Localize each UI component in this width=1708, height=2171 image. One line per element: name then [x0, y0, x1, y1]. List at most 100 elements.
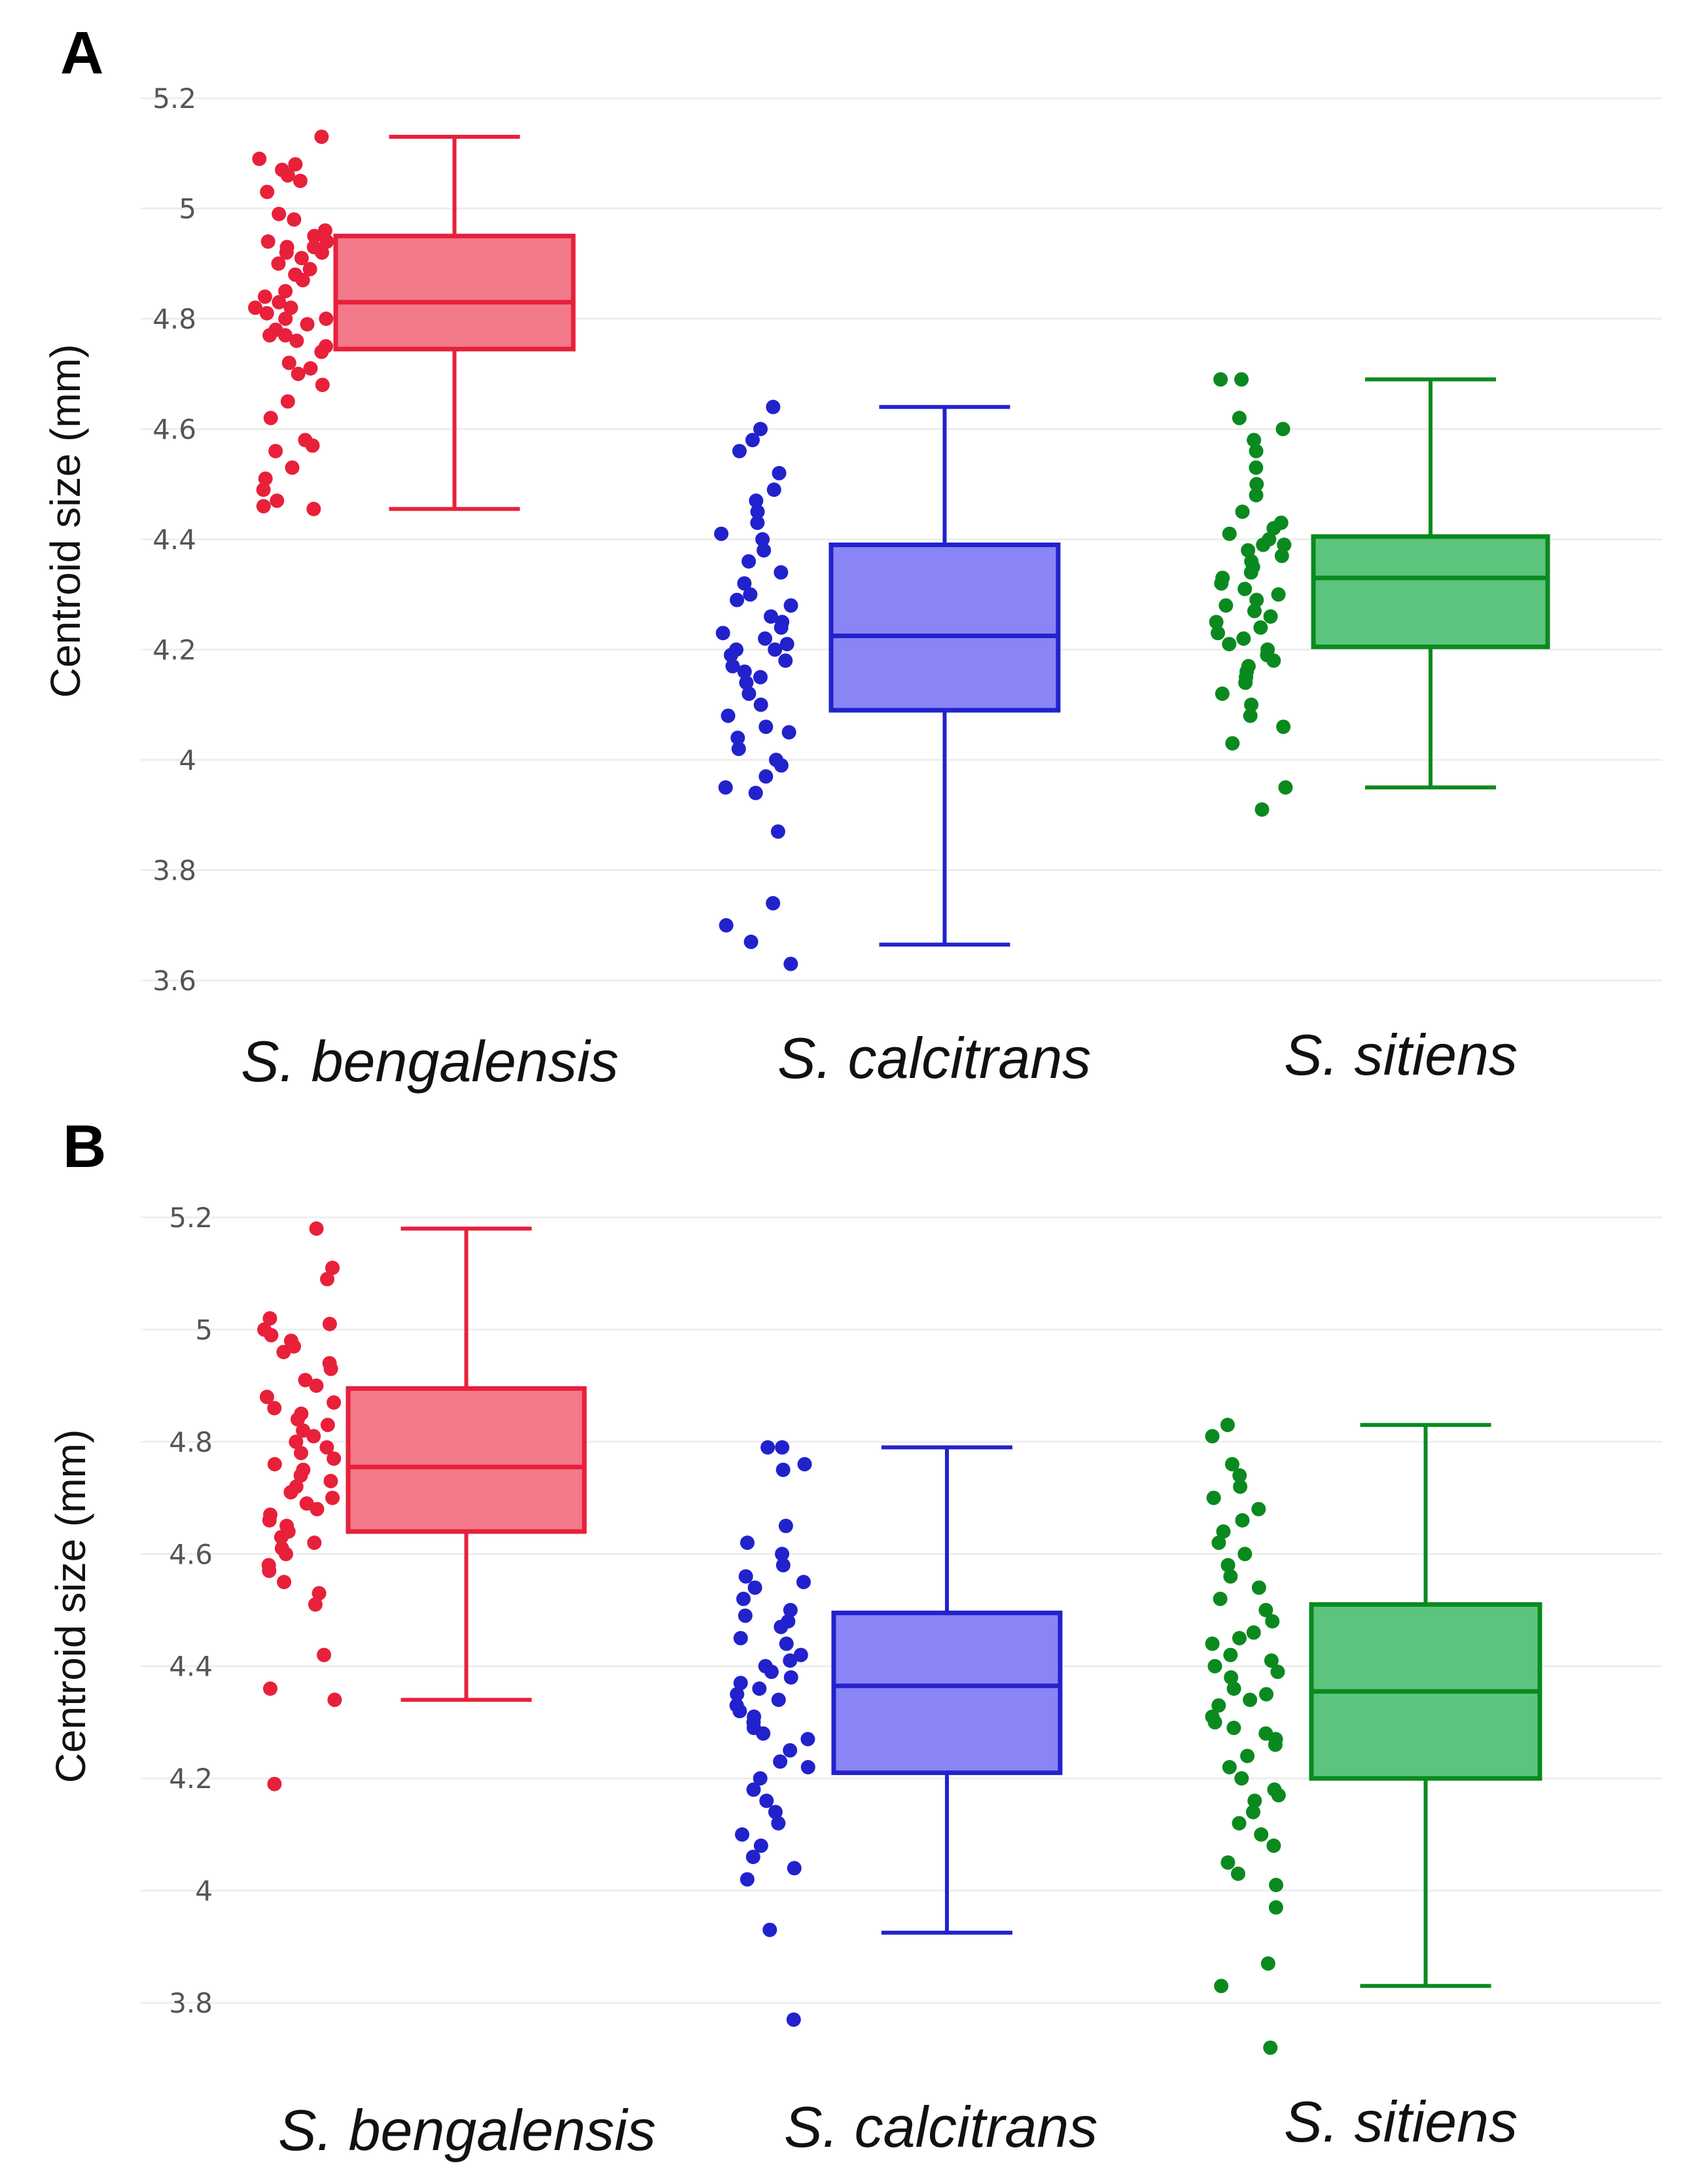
panel-b-point-sitiens — [1207, 1659, 1222, 1674]
panel-a-point-bengalensis — [257, 289, 272, 304]
panel-a-point-bengalensis — [278, 312, 293, 326]
panel-a-point-bengalensis — [303, 361, 318, 376]
panel-a-point-calcitrans — [745, 433, 760, 448]
panel-b-point-sitiens — [1268, 1900, 1283, 1915]
panel-b-point-bengalensis — [306, 1429, 321, 1444]
panel-a-letter: A — [60, 20, 103, 86]
panel-a-point-sitiens — [1222, 526, 1237, 541]
panel-b-point-bengalensis — [319, 1440, 334, 1455]
panel-b-point-sitiens — [1258, 1603, 1273, 1617]
panel-a-point-bengalensis — [258, 471, 273, 486]
panel-b-point-sitiens — [1246, 1625, 1261, 1640]
panel-b-point-bengalensis — [277, 1575, 292, 1590]
panel-b-point-sitiens — [1263, 2040, 1278, 2055]
panel-b-point-calcitrans — [775, 1462, 791, 1477]
panel-a-point-calcitrans — [753, 670, 768, 685]
panel-a-point-calcitrans — [731, 742, 746, 757]
panel-a-category-label-calcitrans: S. calcitrans — [777, 1026, 1091, 1090]
panel-a-point-calcitrans — [758, 719, 774, 734]
panel-b-point-sitiens — [1266, 1839, 1281, 1853]
panel-a-point-bengalensis — [256, 499, 271, 514]
panel-a-iqr-box-bengalensis — [333, 234, 576, 351]
panel-b-point-calcitrans — [733, 1630, 748, 1645]
panel-b-point-calcitrans — [786, 2012, 801, 2027]
panel-b-point-calcitrans — [773, 1754, 788, 1769]
panel-b-y-tick-label: 4.6 — [169, 1538, 213, 1570]
panel-a-point-calcitrans — [750, 515, 765, 530]
panel-a-point-calcitrans — [781, 725, 796, 740]
panel-b-category-labels: S. bengalensis S. calcitrans S. sitiens — [278, 2089, 1518, 2162]
panel-b-point-sitiens — [1224, 1670, 1239, 1685]
panel-a-point-bengalensis — [281, 355, 296, 370]
panel-a-point-calcitrans — [748, 785, 763, 800]
panel-b-point-sitiens — [1234, 1771, 1249, 1786]
panel-b-point-bengalensis — [278, 1547, 293, 1562]
panel-a-point-sitiens — [1278, 780, 1293, 795]
panel-a-point-sitiens — [1256, 537, 1271, 552]
panel-b-point-calcitrans — [739, 1872, 755, 1887]
panel-a-point-calcitrans — [774, 620, 789, 635]
panel-b-point-bengalensis — [320, 1272, 335, 1287]
panel-b-point-bengalensis — [307, 1535, 322, 1551]
panel-b-point-calcitrans — [783, 1743, 798, 1758]
panel-b-point-bengalensis — [267, 1457, 282, 1472]
panel-a-point-sitiens — [1209, 615, 1224, 630]
panel-b-point-sitiens — [1235, 1513, 1250, 1528]
panel-b-point-sitiens — [1254, 1827, 1269, 1842]
panel-b-y-tick-label: 4.4 — [169, 1651, 213, 1683]
panel-b-letter: B — [63, 1113, 106, 1180]
panel-b-point-calcitrans — [740, 1535, 755, 1551]
panel-a-point-bengalensis — [268, 444, 283, 459]
panel-b-point-sitiens — [1213, 1591, 1228, 1606]
panel-b-point-bengalensis — [274, 1530, 289, 1545]
panel-b-point-calcitrans — [800, 1732, 815, 1747]
panel-b-point-bengalensis — [327, 1395, 342, 1410]
panel-b-point-sitiens — [1232, 1468, 1247, 1483]
panel-b-category-label-bengalensis: S. bengalensis — [278, 2098, 656, 2162]
panel-b-point-bengalensis — [259, 1390, 274, 1405]
panel-a-point-bengalensis — [319, 234, 334, 249]
panel-b-point-calcitrans — [752, 1681, 767, 1696]
panel-b-point-bengalensis — [262, 1311, 277, 1326]
panel-b-point-calcitrans — [774, 1619, 789, 1634]
panel-a-point-calcitrans — [730, 730, 745, 745]
panel-b-point-sitiens — [1211, 1698, 1226, 1713]
panel-a-category-label-bengalensis: S. bengalensis — [241, 1029, 618, 1094]
panel-a-point-bengalensis — [319, 312, 334, 326]
panel-a-point-sitiens — [1215, 686, 1230, 701]
panel-a-point-bengalensis — [278, 283, 293, 298]
panel-a-category-label-sitiens: S. sitiens — [1284, 1022, 1518, 1087]
panel-a: A 3.6 3.8 4 4.2 4.4 4.6 4.8 5 5.2 Centroid size … — [42, 20, 1662, 1094]
panel-b-point-calcitrans — [768, 1804, 783, 1820]
panel-a-y-tick-label: 4.6 — [152, 414, 196, 446]
panel-a-point-calcitrans — [783, 598, 798, 613]
panel-a-y-tick-label: 5.2 — [152, 82, 196, 115]
panel-a-point-sitiens — [1243, 708, 1258, 723]
panel-b-point-sitiens — [1232, 1630, 1247, 1645]
panel-b-point-sitiens — [1226, 1681, 1241, 1696]
panel-b-box-bengalensis — [346, 1227, 587, 1702]
panel-b-point-bengalensis — [327, 1693, 342, 1708]
panel-a-point-sitiens — [1219, 598, 1234, 613]
panel-b-point-sitiens — [1271, 1787, 1286, 1803]
panel-b-point-sitiens — [1223, 1647, 1238, 1662]
panel-a-point-bengalensis — [256, 482, 271, 497]
panel-b-point-sitiens — [1226, 1721, 1241, 1735]
panel-a-point-sitiens — [1249, 476, 1264, 492]
panel-b-point-bengalensis — [293, 1468, 308, 1483]
panel-a-point-sitiens — [1247, 433, 1262, 448]
panel-b-point-bengalensis — [262, 1513, 277, 1528]
panel-b-point-bengalensis — [262, 1681, 277, 1696]
panel-a-box-sitiens — [1311, 377, 1550, 790]
panel-b-y-tick-label: 4 — [195, 1875, 213, 1907]
panel-b-point-bengalensis — [293, 1446, 308, 1460]
panel-a-iqr-box-sitiens — [1311, 534, 1550, 649]
panel-b-point-sitiens — [1230, 1866, 1245, 1881]
panel-a-point-sitiens — [1214, 576, 1229, 591]
panel-b-y-tick-label: 4.8 — [169, 1426, 213, 1458]
panel-a-point-calcitrans — [737, 664, 752, 679]
panel-a-point-bengalensis — [287, 212, 302, 227]
panel-b-point-calcitrans — [771, 1816, 786, 1831]
panel-a-point-sitiens — [1234, 372, 1249, 387]
panel-a-point-bengalensis — [314, 129, 329, 144]
